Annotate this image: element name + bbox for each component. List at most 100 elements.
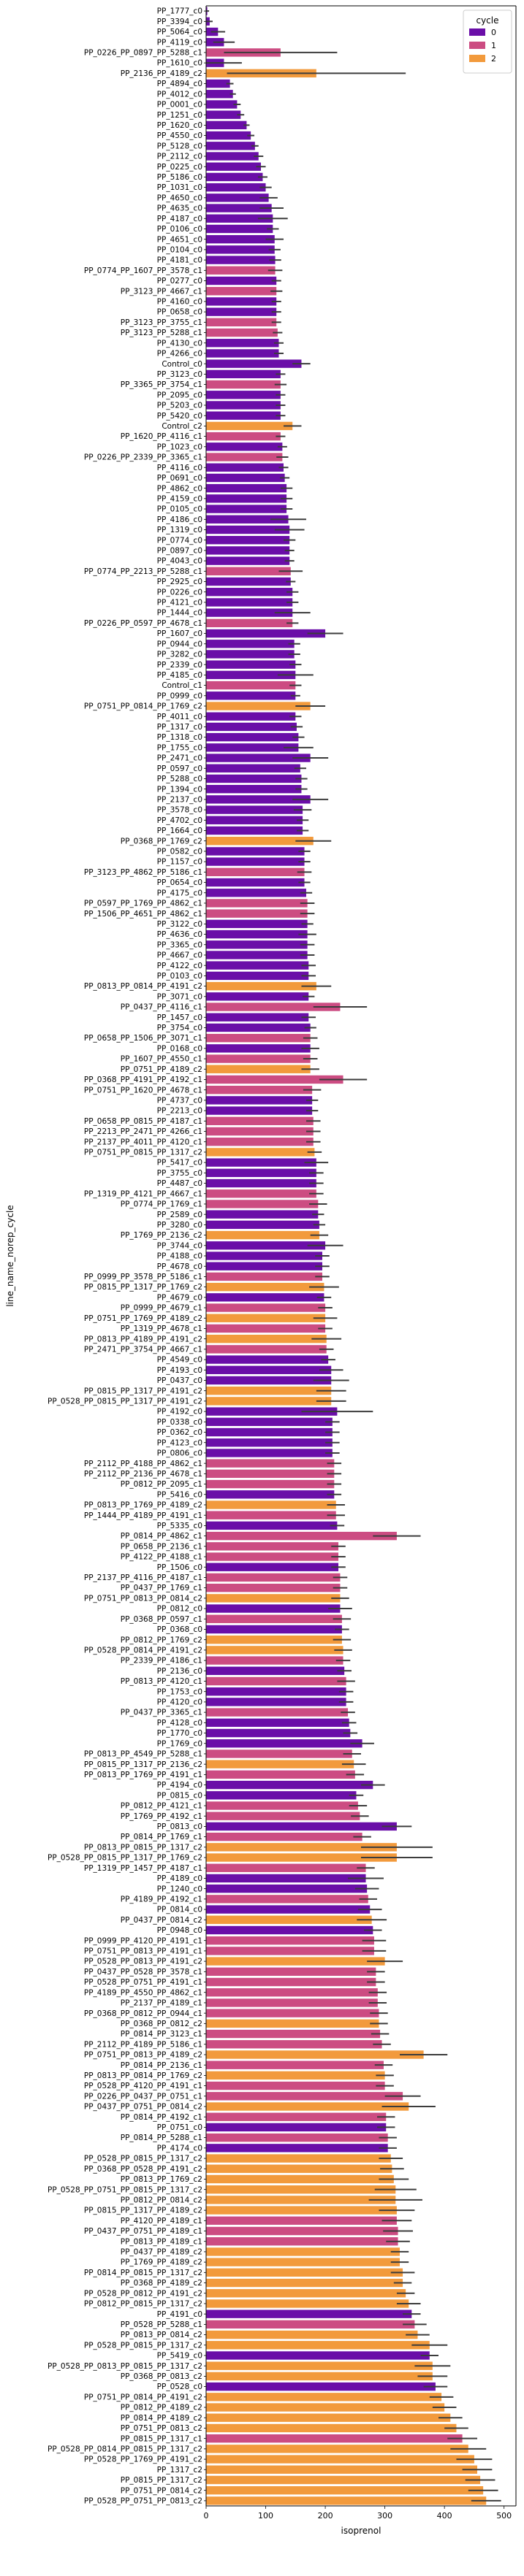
bar [206,152,259,161]
bar [206,1812,360,1820]
bar [206,1998,378,2007]
y-tick-label: PP_0362_c0 [157,1428,202,1437]
y-tick-label: PP_1444_PP_4189_PP_4191_c1 [84,1511,202,1520]
bar [206,380,281,389]
y-tick-label: PP_2136_c0 [157,1667,202,1676]
bar [206,1023,311,1032]
bar [206,702,311,710]
bar [206,1718,349,1728]
y-tick-label: PP_0999_PP_4679_c1 [121,1304,202,1313]
y-tick-label: PP_1620_PP_4116_c1 [121,432,202,441]
y-tick-label: PP_0437_PP_0528_PP_3578_c1 [84,1968,202,1977]
y-tick-label: PP_3123_PP_4667_c1 [121,287,202,296]
bar [206,1230,319,1240]
y-tick-label: PP_0751_PP_0814_PP_4191_c2 [84,2393,202,2401]
y-tick-label: PP_0528_PP_4120_PP_4191_c1 [84,2082,202,2090]
y-tick-label: PP_0368_PP_0813_c2 [121,2372,202,2381]
y-tick-label: PP_5064_c0 [157,28,202,37]
y-tick-label: PP_0528_PP_1769_PP_4191_c2 [84,2456,202,2464]
y-tick-label: PP_4194_c0 [157,1781,202,1790]
x-tick-label: 400 [437,2511,452,2521]
y-tick-label: PP_0368_PP_0597_c1 [121,1615,202,1624]
bar [206,297,277,306]
y-tick-label: PP_0815_PP_1317_PP_4191_c2 [84,1387,202,1395]
y-tick-label: PP_0774_PP_2213_PP_5288_c1 [84,567,202,576]
bar [206,1500,336,1509]
y-tick-label: PP_0528_PP_0813_PP_0815_PP_1317_c2 [48,2362,202,2371]
y-tick-label: PP_0815_PP_1317_PP_2136_c2 [84,1760,202,1769]
bar [206,1822,397,1831]
y-tick-label: PP_1620_c0 [157,121,202,130]
y-tick-label: PP_2112_PP_2136_PP_4678_c1 [84,1470,202,1479]
bar [206,421,293,431]
bar [206,234,275,244]
bar [206,1573,341,1582]
x-tick-label: 200 [318,2511,333,2521]
y-tick-label: PP_4012_c0 [157,90,202,99]
bar [206,2413,451,2422]
bar [206,1563,339,1571]
bar [206,391,281,399]
bar [206,90,233,99]
y-tick-label: PP_0944_c0 [157,640,202,648]
y-tick-label: PP_2112_PP_4189_PP_5186_c1 [84,2040,202,2049]
y-tick-label: PP_0437_PP_4116_c1 [121,1003,202,1012]
y-tick-label: PP_0437_PP_1769_c1 [121,1584,202,1592]
bar [206,453,283,461]
y-tick-label: PP_1318_c0 [157,733,202,742]
y-tick-label: PP_0582_c0 [157,848,202,856]
bar [206,2361,433,2370]
bar [206,732,299,742]
bar [206,919,308,929]
bar [206,2123,387,2132]
y-tick-label: PP_0368_PP_0812_PP_0944_c1 [84,2009,202,2018]
bar [206,1086,313,1095]
y-tick-label: PP_2471_c0 [157,754,202,763]
bar [206,2226,398,2236]
bar [206,1469,335,1479]
y-tick-label: PP_0437_PP_4189_c2 [121,2248,202,2257]
x-tick-label: 300 [377,2511,392,2521]
y-tick-label: PP_0226_PP_0897_PP_5288_c1 [84,49,202,58]
y-tick-label: PP_4116_c0 [157,464,202,472]
y-tick-label: PP_0368_PP_0812_c2 [121,2020,202,2028]
y-tick-label: PP_0815_PP_1317_PP_1769_c2 [84,1283,202,1292]
bar [206,287,277,296]
bar [206,618,293,628]
bar [206,2278,403,2288]
bar [206,339,279,348]
y-tick-label: PP_0105_c0 [157,505,202,514]
bar [206,764,300,773]
bar [206,2351,430,2360]
y-tick-label: PP_0368_c0 [157,1625,202,1634]
bar [206,2206,397,2215]
y-tick-label: PP_2095_c0 [157,391,202,399]
bar [206,577,291,586]
y-tick-label: Control_c0 [162,360,202,369]
y-tick-label: PP_0437_PP_0751_PP_4189_c1 [84,2227,202,2236]
bar [206,256,276,264]
y-tick-label: PP_1769_PP_4192_c1 [121,1812,202,1821]
bar [206,1947,374,1955]
y-tick-label: PP_2137_PP_4011_PP_4120_c1 [84,1138,202,1146]
bar [206,2382,436,2391]
y-tick-label: PP_4549_c0 [157,1356,202,1365]
y-tick-label: PP_1317_c0 [157,723,202,732]
y-tick-label: PP_4122_PP_4188_c1 [121,1553,202,1562]
bar [206,2144,388,2153]
bar [206,142,255,150]
y-tick-label: PP_0528_PP_0751_PP_4191_c1 [84,1978,202,1987]
bar [206,432,281,441]
bar [206,1013,309,1021]
y-tick-label: PP_3754_c0 [157,1024,202,1032]
bar [206,795,311,804]
bar [206,2112,387,2121]
bar [206,442,283,451]
bar [206,940,308,949]
y-tick-label: PP_4678_c0 [157,1262,202,1271]
y-tick-label: PP_4174_c0 [157,2144,202,2153]
bar [206,929,308,939]
y-tick-label: PP_5203_c0 [157,402,202,410]
y-tick-label: PP_4121_c0 [157,599,202,607]
y-tick-label: PP_0814_PP_4862_c1 [121,1532,202,1541]
